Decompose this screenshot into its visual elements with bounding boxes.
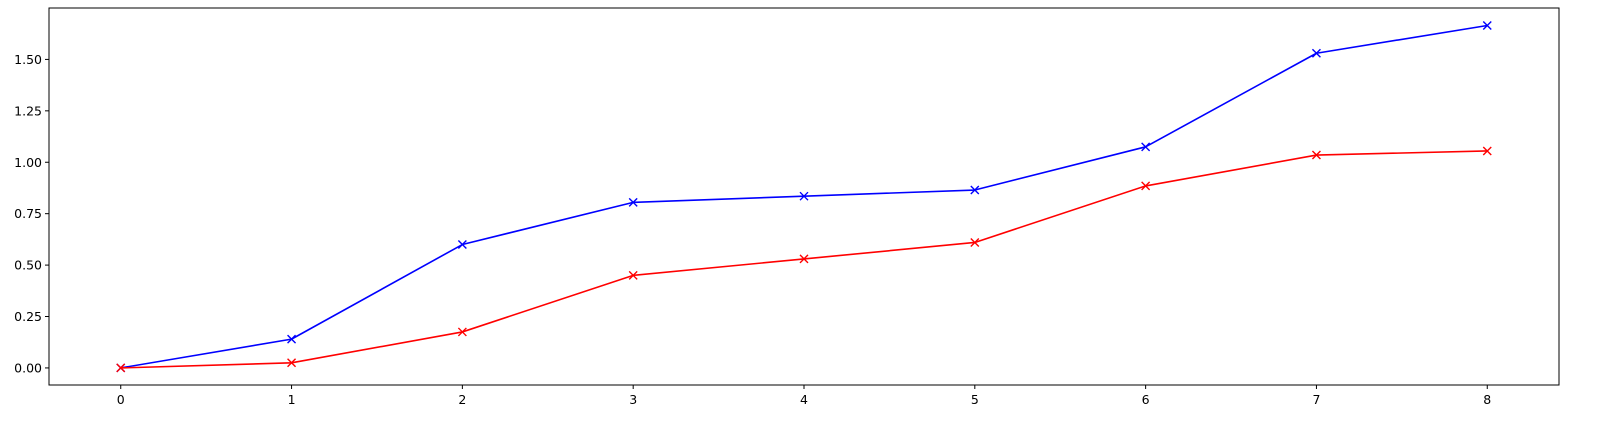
data-point-marker	[970, 237, 980, 247]
x-tick-label: 2	[458, 392, 466, 407]
y-tick-label: 0.50	[14, 258, 42, 273]
data-point-marker	[799, 191, 809, 201]
data-point-marker	[116, 363, 126, 373]
data-point-marker	[1141, 142, 1151, 152]
x-tick-label: 1	[288, 392, 296, 407]
data-point-marker	[287, 358, 297, 368]
y-tick-label: 1.50	[14, 52, 42, 67]
data-point-marker	[628, 197, 638, 207]
plot-frame	[48, 7, 1560, 386]
data-point-marker	[457, 327, 467, 337]
data-point-marker	[628, 270, 638, 280]
data-point-marker	[1482, 20, 1492, 30]
y-tick-label: 0.75	[14, 206, 42, 221]
x-axis: 0 1 2 3 4 5 6 7 8	[117, 385, 1491, 407]
data-point-marker	[1482, 146, 1492, 156]
data-point-marker	[1311, 150, 1321, 160]
x-tick-label: 7	[1312, 392, 1320, 407]
x-tick-label: 8	[1483, 392, 1491, 407]
x-tick-label: 5	[971, 392, 979, 407]
x-tick-label: 0	[117, 392, 125, 407]
data-point-marker	[970, 185, 980, 195]
series-2	[116, 146, 1492, 373]
x-tick-label: 6	[1142, 392, 1150, 407]
y-axis: 0.00 0.25 0.50 0.75 1.00 1.25 1.50	[14, 52, 49, 375]
data-point-marker	[1311, 48, 1321, 58]
data-point-marker	[799, 254, 809, 264]
x-tick-label: 4	[800, 392, 808, 407]
data-point-marker	[457, 240, 467, 250]
y-tick-label: 1.25	[14, 103, 42, 118]
data-point-marker	[287, 334, 297, 344]
y-tick-label: 0.25	[14, 309, 42, 324]
x-tick-label: 3	[629, 392, 637, 407]
y-tick-label: 0.00	[14, 360, 42, 375]
data-point-marker	[1141, 181, 1151, 191]
series-layer	[116, 20, 1492, 373]
y-tick-label: 1.00	[14, 155, 42, 170]
